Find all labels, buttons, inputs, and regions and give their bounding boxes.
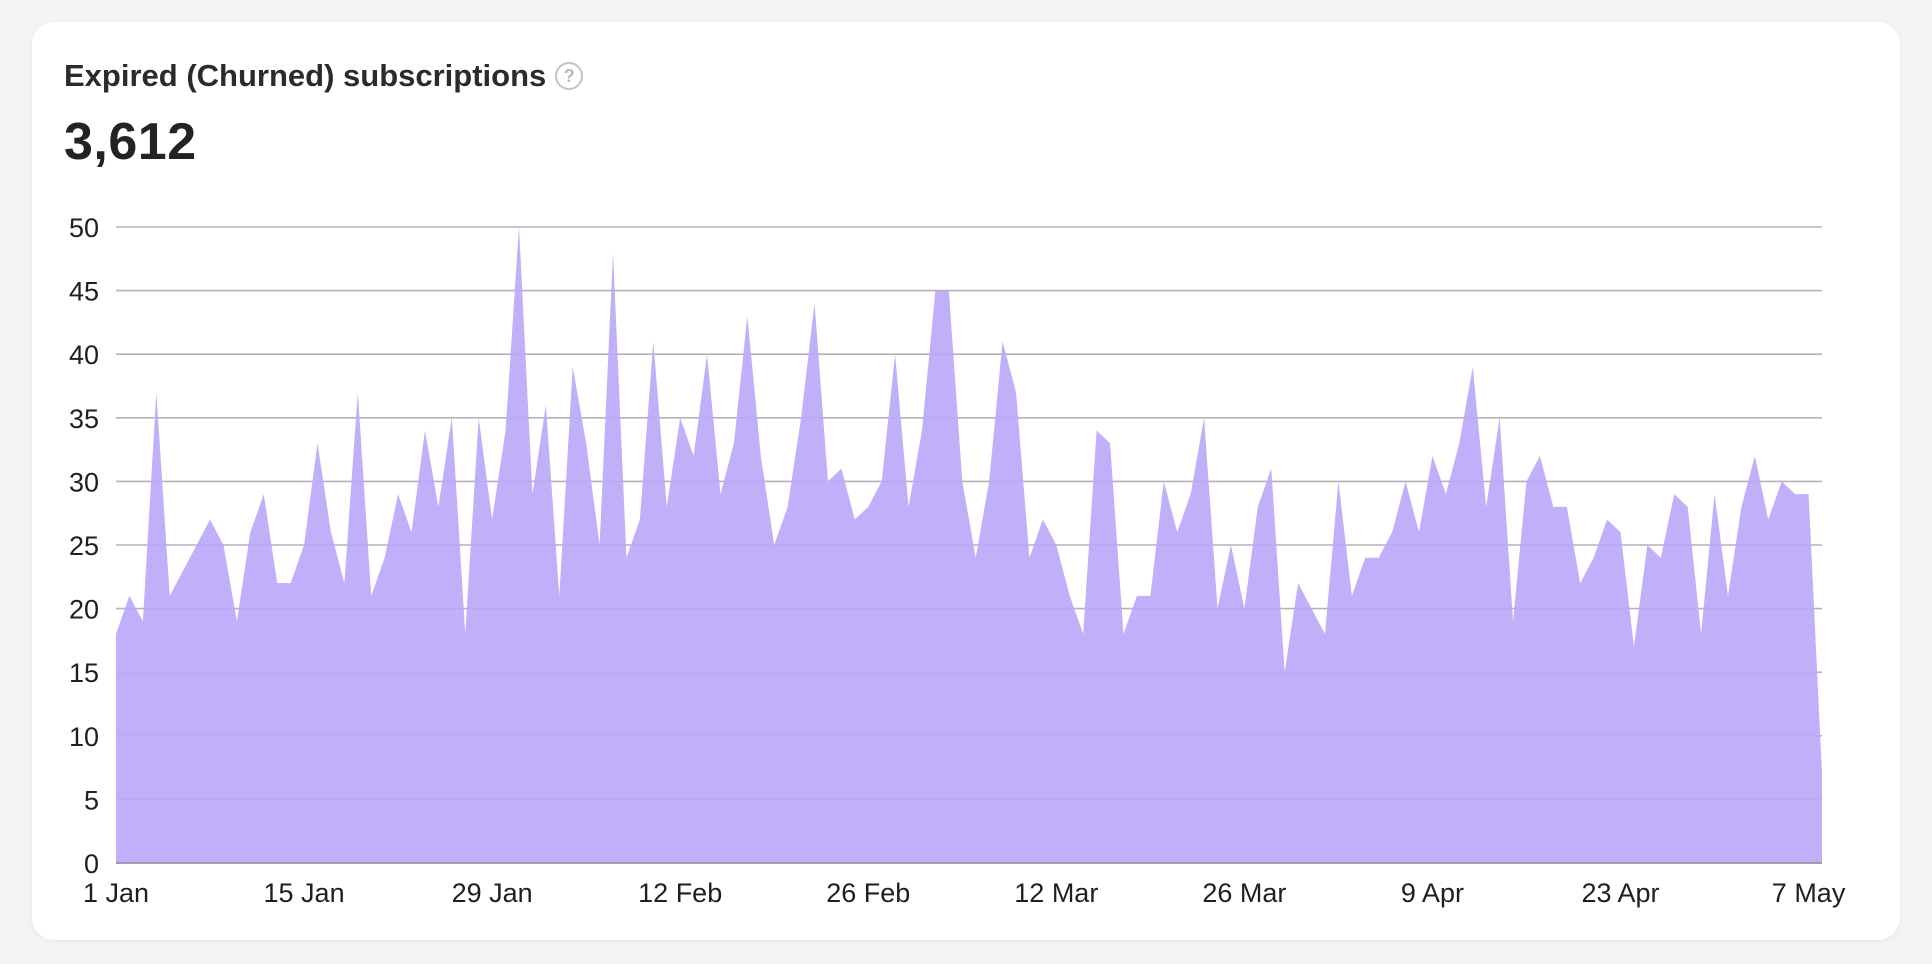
y-tick-label: 25	[69, 531, 99, 561]
x-axis-ticks: 1 Jan 15 Jan 29 Jan 12 Feb 26 Feb 12 Mar 26 Ma…	[83, 878, 1846, 908]
x-tick-label: 26 Mar	[1202, 878, 1286, 908]
y-tick-label: 0	[84, 849, 99, 879]
y-tick-label: 10	[69, 722, 99, 752]
y-tick-label: 50	[69, 213, 99, 243]
x-tick-label: 9 Apr	[1401, 878, 1464, 908]
x-tick-label: 23 Apr	[1581, 878, 1659, 908]
y-tick-label: 15	[69, 658, 99, 688]
x-tick-label: 12 Mar	[1014, 878, 1098, 908]
chart-header: Expired (Churned) subscriptions ?	[64, 58, 584, 94]
y-tick-label: 40	[69, 340, 99, 370]
x-tick-label: 7 May	[1772, 878, 1846, 908]
total-value: 3,612	[64, 113, 197, 171]
question-circle-icon[interactable]: ?	[555, 62, 584, 90]
x-tick-label: 1 Jan	[83, 878, 149, 908]
y-tick-label: 35	[69, 404, 99, 434]
y-axis-ticks: 0 5 10 15 20 25 30 35 40 45 50	[69, 213, 99, 879]
chart-title: Expired (Churned) subscriptions	[64, 58, 547, 93]
y-tick-label: 30	[69, 467, 99, 497]
x-tick-label: 12 Feb	[638, 878, 722, 908]
x-tick-label: 29 Jan	[452, 878, 533, 908]
y-tick-label: 20	[69, 595, 99, 625]
x-tick-label: 15 Jan	[264, 878, 345, 908]
y-tick-label: 45	[69, 277, 99, 307]
x-tick-label: 26 Feb	[826, 878, 910, 908]
y-tick-label: 5	[84, 785, 99, 815]
series-area	[116, 227, 1822, 863]
